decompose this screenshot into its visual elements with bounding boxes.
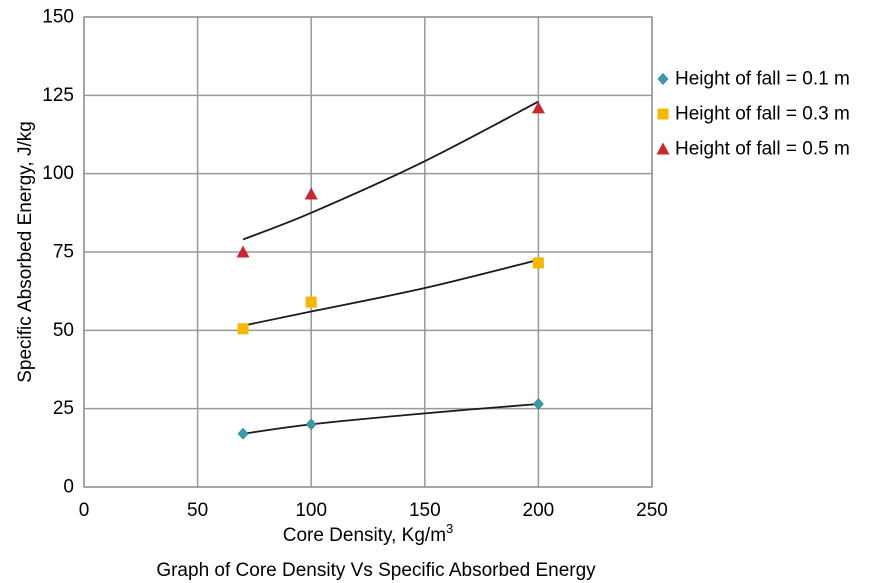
data-point-diamond xyxy=(305,418,317,431)
x-tick-label: 150 xyxy=(409,500,441,521)
legend-label: Height of fall = 0.3 m xyxy=(675,104,850,125)
data-point-square xyxy=(532,257,544,269)
trendline xyxy=(242,100,539,241)
data-point-triangle xyxy=(304,187,318,200)
data-point-diamond xyxy=(532,398,544,410)
y-tick-label: 50 xyxy=(53,320,74,341)
x-tick-label: 0 xyxy=(79,500,90,521)
legend-label: Height of fall = 0.1 m xyxy=(675,69,850,90)
legend-label: Height of fall = 0.5 m xyxy=(675,139,850,160)
data-points xyxy=(236,101,545,440)
trendlines xyxy=(242,100,539,435)
y-tick-label: 75 xyxy=(53,242,74,263)
x-axis-title-main: Core Density, Kg/m xyxy=(283,525,446,546)
trendline xyxy=(242,258,539,327)
chart-caption: Graph of Core Density Vs Specific Absorb… xyxy=(156,560,596,581)
y-tick-label: 100 xyxy=(42,163,74,184)
data-point-diamond xyxy=(237,427,249,440)
x-tick-label: 250 xyxy=(636,500,668,521)
legend: Height of fall = 0.1 m Height of fall = 0… xyxy=(656,69,850,160)
y-tick-label: 150 xyxy=(42,7,74,28)
y-tick-labels: 0 25 50 75 100 125 150 xyxy=(42,7,74,498)
data-point-triangle xyxy=(531,101,545,114)
grid xyxy=(83,16,653,488)
data-point-square xyxy=(305,296,317,308)
y-tick-label: 25 xyxy=(53,398,74,419)
x-tick-label: 50 xyxy=(187,500,208,521)
x-axis-title-superscript: 3 xyxy=(446,521,453,536)
x-tick-label: 200 xyxy=(523,500,555,521)
y-tick-label: 125 xyxy=(42,85,74,106)
plot-area xyxy=(83,16,653,488)
legend-marker-square xyxy=(657,108,669,120)
legend-marker-diamond xyxy=(657,73,669,85)
legend-marker-triangle xyxy=(656,142,670,155)
y-axis-title: Specific Absorbed Energy, J/kg xyxy=(15,121,36,383)
data-point-triangle xyxy=(236,245,250,258)
trendline xyxy=(242,403,539,435)
x-tick-labels: 0 50 100 150 200 250 xyxy=(79,500,668,521)
x-axis-title: Core Density, Kg/m3 xyxy=(283,521,454,546)
y-tick-label: 0 xyxy=(63,477,74,498)
data-point-square xyxy=(237,323,249,335)
x-tick-label: 100 xyxy=(295,500,327,521)
